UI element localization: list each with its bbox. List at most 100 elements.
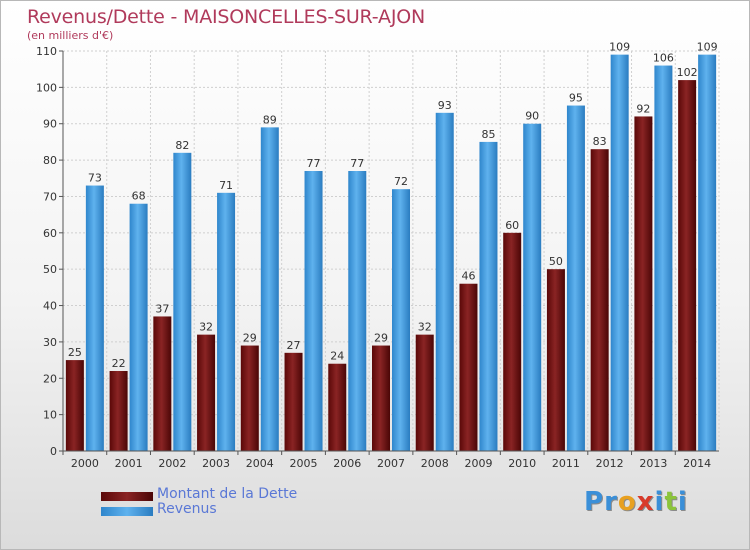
bar-revenus	[260, 127, 279, 451]
data-label-revenus: 93	[438, 99, 452, 112]
y-tick-label: 30	[43, 336, 57, 349]
bar-dette	[197, 334, 216, 451]
x-tick-label: 2007	[377, 457, 405, 470]
x-tick-label: 2004	[246, 457, 274, 470]
data-label-dette: 37	[155, 302, 169, 315]
data-label-dette: 32	[199, 321, 213, 334]
logo-letter: i	[677, 487, 688, 517]
data-label-dette: 27	[287, 339, 301, 352]
data-label-dette: 60	[505, 219, 519, 232]
y-tick-label: 110	[36, 45, 57, 58]
chart-subtitle: (en milliers d'€)	[27, 29, 114, 42]
y-tick-label: 40	[43, 300, 57, 313]
bar-dette	[546, 269, 565, 451]
bar-revenus	[392, 189, 410, 451]
y-tick-label: 90	[43, 118, 57, 131]
data-label-dette: 24	[330, 350, 344, 363]
bar-revenus	[566, 105, 585, 451]
bar-dette	[415, 334, 434, 451]
bar-revenus	[654, 65, 673, 451]
bar-revenus	[479, 141, 498, 451]
legend-label-dette: Montant de la Dette	[157, 486, 298, 502]
y-tick-label: 20	[43, 372, 57, 385]
data-label-dette: 22	[112, 357, 126, 370]
y-tick-label: 100	[36, 81, 57, 94]
y-tick-label: 80	[43, 154, 57, 167]
data-label-dette: 46	[461, 270, 475, 283]
data-label-dette: 92	[636, 102, 650, 115]
bar-dette	[590, 149, 609, 451]
y-tick-label: 50	[43, 263, 57, 276]
bar-revenus	[348, 171, 367, 451]
bar-revenus	[610, 54, 629, 452]
x-tick-label: 2003	[202, 457, 230, 470]
data-label-revenus: 90	[525, 110, 539, 123]
legend-swatch-dette	[101, 492, 153, 501]
bar-revenus	[85, 185, 104, 451]
x-tick-label: 2000	[71, 457, 99, 470]
logo-letter: P	[584, 487, 605, 517]
data-label-revenus: 89	[263, 113, 277, 126]
bar-revenus	[173, 152, 192, 451]
bar-dette	[459, 283, 478, 451]
logo-letter: x	[636, 487, 655, 517]
x-tick-label: 2001	[115, 457, 143, 470]
bar-dette	[634, 116, 653, 452]
x-tick-label: 2008	[421, 457, 449, 470]
data-label-dette: 50	[549, 255, 563, 268]
data-label-revenus: 109	[697, 41, 718, 54]
legend-swatch-revenus	[101, 507, 153, 516]
bar-revenus	[217, 192, 236, 451]
logo-letter: i	[654, 487, 665, 517]
x-tick-label: 2006	[333, 457, 361, 470]
data-label-dette: 102	[677, 66, 698, 79]
x-tick-label: 2005	[290, 457, 318, 470]
data-label-dette: 29	[374, 332, 388, 345]
data-label-revenus: 109	[609, 41, 630, 54]
data-label-revenus: 71	[219, 179, 233, 192]
y-tick-label: 60	[43, 227, 57, 240]
data-label-revenus: 95	[569, 92, 583, 105]
bar-revenus	[523, 123, 542, 452]
bar-dette	[109, 371, 128, 451]
bar-dette	[328, 363, 347, 451]
logo-letter: t	[664, 487, 678, 517]
bar-dette	[678, 80, 697, 451]
x-tick-label: 2013	[639, 457, 667, 470]
x-tick-label: 2002	[158, 457, 186, 470]
data-label-revenus: 82	[175, 139, 189, 152]
data-label-dette: 29	[243, 332, 257, 345]
data-label-dette: 25	[68, 346, 82, 359]
bar-revenus	[435, 112, 454, 452]
data-label-revenus: 72	[394, 175, 408, 188]
legend-label-revenus: Revenus	[157, 501, 217, 517]
x-tick-label: 2010	[508, 457, 536, 470]
x-tick-label: 2014	[683, 457, 711, 470]
data-label-dette: 83	[593, 135, 607, 148]
bar-dette	[153, 316, 172, 451]
data-label-revenus: 106	[653, 52, 674, 65]
data-label-revenus: 73	[88, 172, 102, 185]
y-tick-label: 0	[50, 445, 57, 458]
bar-revenus	[304, 171, 323, 451]
data-label-revenus: 85	[481, 128, 495, 141]
bar-dette	[372, 345, 390, 451]
bar-dette	[240, 345, 259, 451]
y-tick-label: 70	[43, 190, 57, 203]
x-tick-label: 2011	[552, 457, 580, 470]
logo-letter: o	[617, 487, 637, 517]
bar-dette	[65, 360, 84, 451]
logo-letter: r	[604, 487, 618, 517]
data-label-revenus: 77	[307, 157, 321, 170]
bar-dette	[284, 352, 303, 451]
x-tick-label: 2012	[596, 457, 624, 470]
y-tick-label: 10	[43, 409, 57, 422]
data-label-dette: 32	[418, 321, 432, 334]
bar-dette	[503, 232, 522, 451]
data-label-revenus: 77	[350, 157, 364, 170]
bar-revenus	[698, 54, 717, 452]
proxiti-logo: Proxiti	[584, 487, 688, 517]
data-label-revenus: 68	[132, 190, 146, 203]
